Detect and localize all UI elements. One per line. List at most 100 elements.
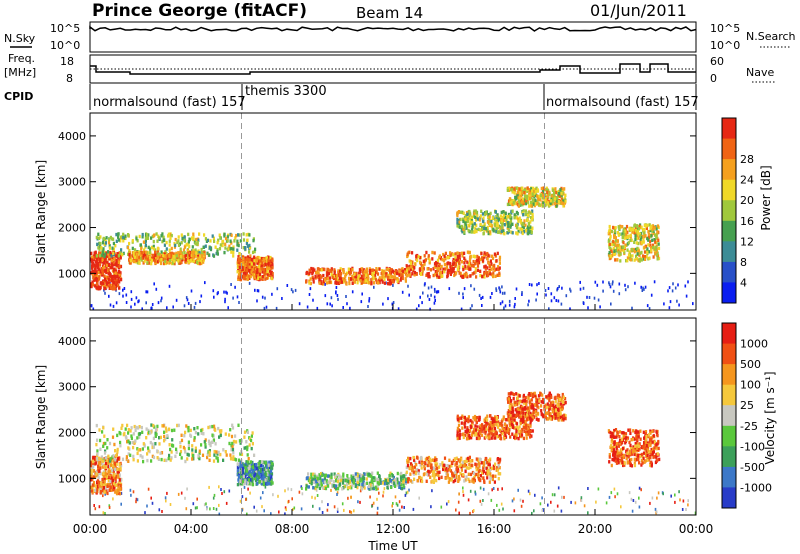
power-noise-cell xyxy=(153,282,155,286)
power-cell xyxy=(541,196,544,200)
power-cell xyxy=(481,227,484,231)
vel-noise-cell xyxy=(287,499,290,503)
power-cell xyxy=(524,223,527,227)
power-cell xyxy=(164,261,167,266)
vel-noise-cell xyxy=(272,493,274,497)
power-cell xyxy=(648,223,651,227)
vel-noise-cell xyxy=(293,506,296,510)
power-cell xyxy=(156,259,159,264)
power-cell xyxy=(495,219,498,223)
power-cell xyxy=(270,276,273,280)
vel-cell xyxy=(363,472,366,476)
vel-cell xyxy=(324,486,328,491)
power-cell xyxy=(117,260,120,264)
power-cell xyxy=(141,235,144,239)
power-cell xyxy=(345,272,348,277)
vel-noise-cell xyxy=(674,500,676,504)
vel-cell xyxy=(136,459,139,463)
cpid-segment-2: themis 3300 xyxy=(245,84,327,99)
power-cell xyxy=(228,244,231,248)
vel-cell xyxy=(102,486,105,490)
power-cell xyxy=(551,194,554,198)
power-cell xyxy=(390,274,393,278)
power-cell xyxy=(257,276,260,281)
power-cell xyxy=(448,269,451,273)
vel-noise-cell xyxy=(511,499,514,503)
vel-cell xyxy=(164,437,167,441)
power-colorbar-step xyxy=(722,118,736,140)
power-cell xyxy=(319,279,322,283)
power-cell xyxy=(475,218,478,222)
power-cell xyxy=(230,233,233,237)
vel-noise-cell xyxy=(513,509,516,513)
power-cell xyxy=(112,282,115,286)
vel-cell xyxy=(106,491,109,496)
power-cell xyxy=(189,258,193,262)
power-colorbar-step xyxy=(722,138,736,160)
power-cell xyxy=(148,250,152,255)
power-cell xyxy=(381,274,384,278)
power-cell xyxy=(189,255,192,259)
vel-noise-cell xyxy=(326,508,329,512)
vel-noise-cell xyxy=(292,508,294,511)
power-noise-cell xyxy=(586,295,588,299)
power-cell xyxy=(513,187,516,191)
power-noise-cell xyxy=(123,287,126,290)
vel-cell xyxy=(356,480,359,484)
vel-cell xyxy=(235,440,238,444)
power-cell xyxy=(618,246,621,250)
power-cell xyxy=(188,254,191,258)
vel-cell xyxy=(405,477,408,482)
vel-cell xyxy=(236,465,239,470)
power-noise-cell xyxy=(503,306,505,310)
power-cell xyxy=(104,252,107,256)
power-cell xyxy=(438,266,441,271)
power-cell xyxy=(256,255,259,260)
power-cell xyxy=(637,249,640,253)
vel-cell xyxy=(321,478,324,482)
vel-cell xyxy=(191,448,194,452)
power-cell xyxy=(527,188,530,193)
power-cell xyxy=(178,259,181,263)
power-cell xyxy=(177,257,180,261)
vel-cell xyxy=(98,469,101,473)
power-cell xyxy=(530,196,533,200)
power-cell xyxy=(510,188,513,192)
vel-cell xyxy=(217,450,220,455)
power-cell xyxy=(131,246,134,251)
vel-cell xyxy=(242,474,245,479)
vel-cell xyxy=(121,423,124,428)
power-cell xyxy=(547,193,550,198)
power-cell xyxy=(337,271,340,275)
vel-noise-cell xyxy=(640,488,642,492)
power-cell xyxy=(608,242,611,246)
power-cell xyxy=(524,209,527,213)
nsky-trace xyxy=(89,25,697,32)
power-cell xyxy=(498,257,501,262)
vel-cell xyxy=(219,452,222,457)
vel-noise-cell xyxy=(541,508,544,512)
power-cell xyxy=(356,278,359,282)
power-cell xyxy=(223,250,226,255)
power-heatmap xyxy=(90,113,694,311)
power-cell xyxy=(473,211,476,216)
vel-noise-cell xyxy=(228,489,231,493)
power-cell xyxy=(520,221,523,225)
power-cell xyxy=(170,251,174,255)
power-cell xyxy=(182,254,185,258)
power-cell xyxy=(438,254,441,258)
power-cell xyxy=(362,280,366,284)
power-cell xyxy=(640,231,643,236)
power-cell xyxy=(462,211,465,215)
power-cell xyxy=(112,241,115,246)
vel-cell xyxy=(248,443,251,447)
vel-cell xyxy=(337,487,340,491)
vel-cell xyxy=(208,458,211,462)
nave-tick-bottom: 0 xyxy=(710,72,717,85)
power-cell xyxy=(166,255,169,259)
power-cell xyxy=(608,228,611,233)
vel-cell xyxy=(114,449,117,453)
vel-cell xyxy=(262,482,266,487)
power-cell xyxy=(506,215,509,219)
power-noise-cell xyxy=(324,282,326,286)
